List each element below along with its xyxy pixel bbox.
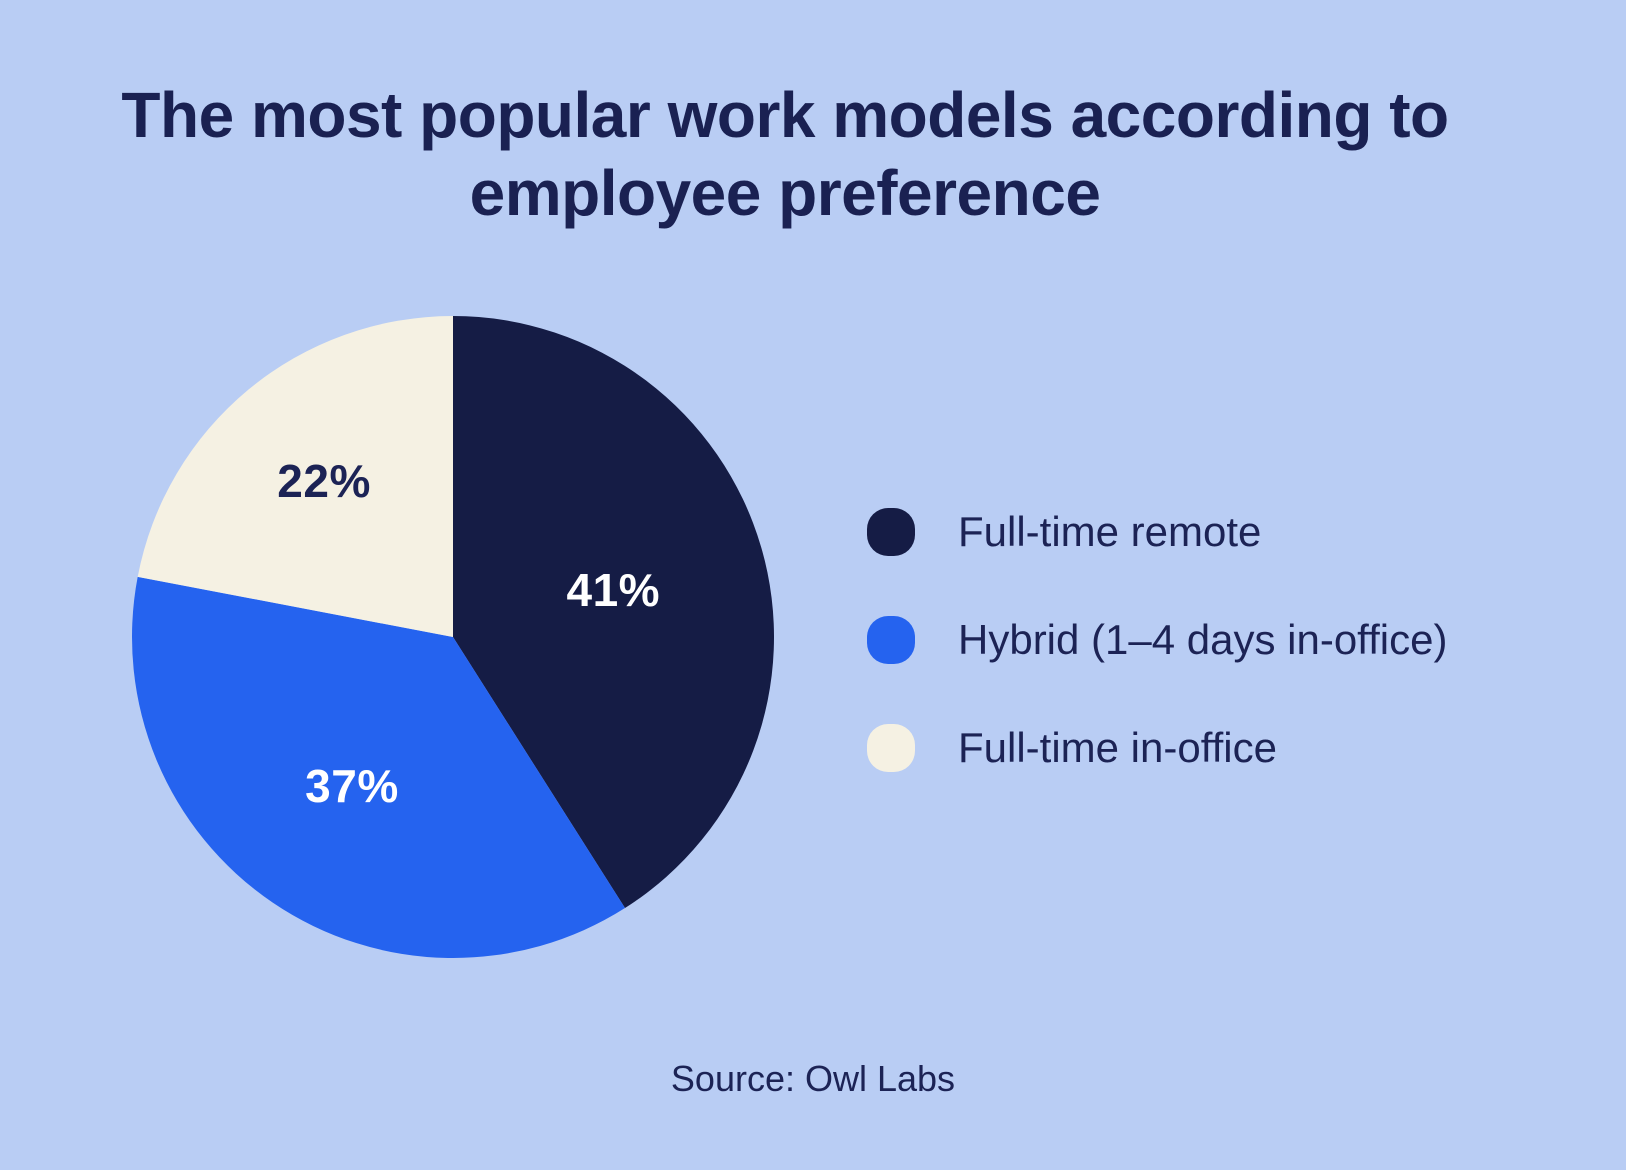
pie-slice-full-time-in-office bbox=[137, 316, 453, 637]
pie-value-label-hybrid-1-4-days-in-office: 37% bbox=[305, 759, 399, 812]
chart-legend: Full-time remote Hybrid (1–4 days in-off… bbox=[867, 508, 1447, 832]
legend-item: Hybrid (1–4 days in-office) bbox=[867, 616, 1447, 664]
chart-title: The most popular work models according t… bbox=[121, 79, 1449, 229]
legend-swatch-icon bbox=[867, 616, 915, 664]
pie-slice-full-time-remote bbox=[453, 316, 774, 909]
pie-slice-hybrid-1-4-days-in-office bbox=[132, 576, 626, 958]
pie-value-label-full-time-in-office: 22% bbox=[277, 455, 371, 508]
pie-value-label-full-time-remote: 41% bbox=[566, 564, 661, 617]
legend-item: Full-time remote bbox=[867, 508, 1447, 556]
legend-swatch-icon bbox=[867, 508, 915, 556]
legend-label: Full-time remote bbox=[958, 508, 1262, 555]
source-attribution: Source: Owl Labs bbox=[670, 1058, 956, 1099]
pie-chart-area: 41% 37% 22% bbox=[132, 316, 774, 958]
legend-label: Full-time in-office bbox=[958, 724, 1277, 771]
legend-item: Full-time in-office bbox=[867, 724, 1447, 772]
legend-swatch-icon bbox=[867, 724, 915, 772]
legend-label: Hybrid (1–4 days in-office) bbox=[958, 616, 1448, 663]
pie-chart bbox=[132, 316, 774, 958]
